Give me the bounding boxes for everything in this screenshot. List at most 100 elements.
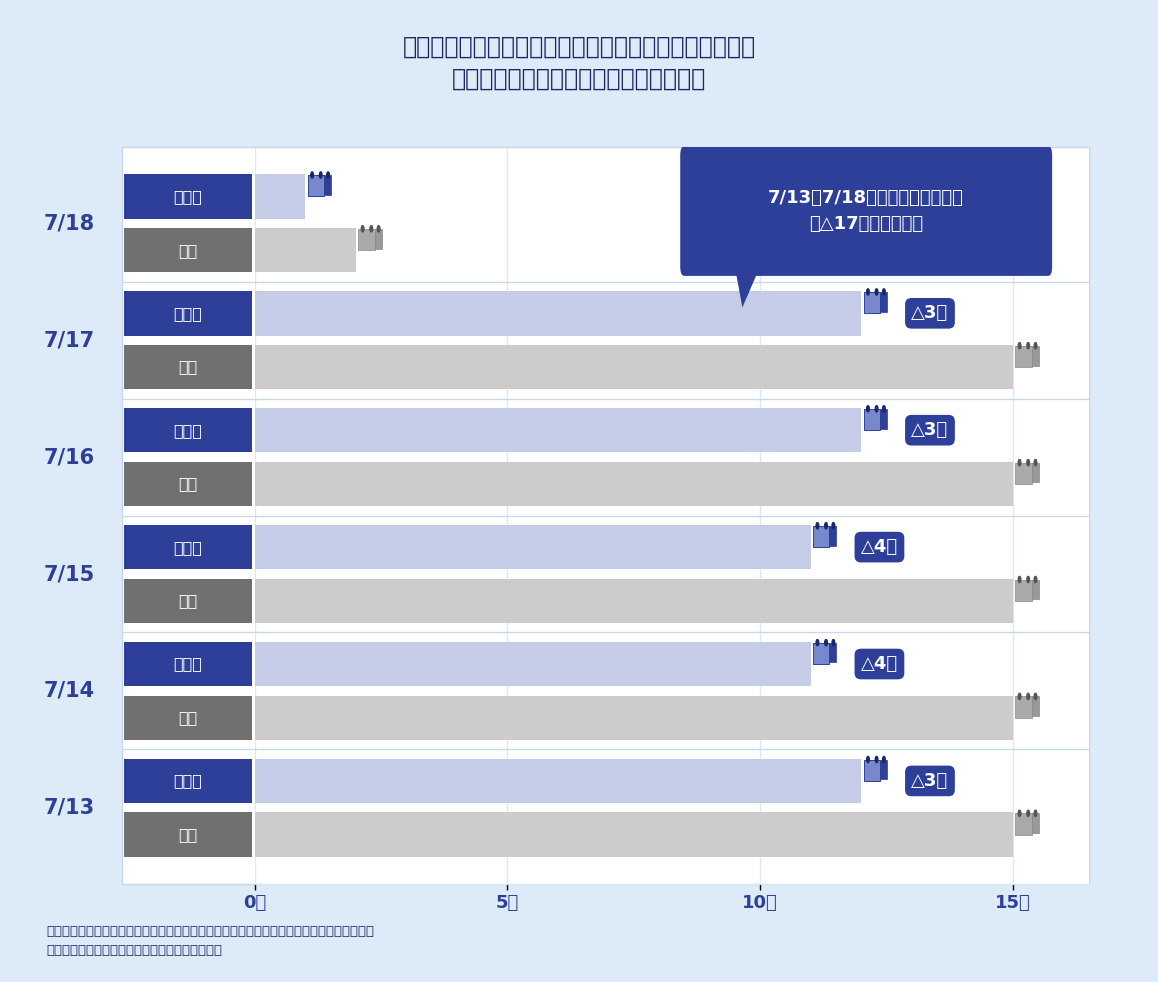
Bar xyxy=(1016,346,1032,367)
FancyBboxPatch shape xyxy=(124,291,252,336)
Circle shape xyxy=(1034,343,1036,349)
Bar xyxy=(1016,579,1032,601)
Circle shape xyxy=(361,226,364,232)
Circle shape xyxy=(1018,460,1021,465)
Circle shape xyxy=(866,406,870,411)
Text: 7/15: 7/15 xyxy=(44,564,95,584)
Circle shape xyxy=(1018,810,1021,816)
Bar xyxy=(880,759,887,780)
Bar xyxy=(358,229,375,250)
FancyBboxPatch shape xyxy=(124,642,252,686)
Bar xyxy=(880,409,887,428)
Bar xyxy=(813,642,829,664)
Bar xyxy=(324,175,331,194)
Circle shape xyxy=(833,522,835,529)
Circle shape xyxy=(378,226,380,232)
Text: △4台: △4台 xyxy=(860,538,897,556)
Text: 7/16: 7/16 xyxy=(44,447,95,467)
Circle shape xyxy=(875,289,878,295)
Bar xyxy=(1032,579,1039,599)
Bar xyxy=(864,409,880,430)
Circle shape xyxy=(824,522,828,529)
Text: 現状よりもトラックの台数削減が可能。: 現状よりもトラックの台数削減が可能。 xyxy=(452,67,706,90)
Circle shape xyxy=(310,172,314,178)
Text: 7/18: 7/18 xyxy=(44,213,95,234)
Bar xyxy=(255,174,306,219)
FancyBboxPatch shape xyxy=(124,408,252,453)
Circle shape xyxy=(875,406,878,411)
FancyBboxPatch shape xyxy=(124,228,252,272)
Text: 現状: 現状 xyxy=(178,243,198,257)
Text: 7/17: 7/17 xyxy=(44,330,95,351)
Text: 最適化: 最適化 xyxy=(174,774,203,789)
Circle shape xyxy=(882,756,885,763)
Circle shape xyxy=(1027,576,1029,582)
Text: 最適化: 最適化 xyxy=(174,540,203,555)
FancyBboxPatch shape xyxy=(124,525,252,570)
Bar xyxy=(255,462,1013,506)
Circle shape xyxy=(1027,810,1029,816)
Circle shape xyxy=(1034,810,1036,816)
FancyBboxPatch shape xyxy=(124,578,252,624)
Circle shape xyxy=(866,756,870,763)
Bar xyxy=(255,345,1013,389)
Circle shape xyxy=(833,639,835,646)
Bar xyxy=(1016,696,1032,718)
Circle shape xyxy=(816,639,819,646)
Bar xyxy=(255,812,1013,857)
Bar xyxy=(255,759,862,803)
Circle shape xyxy=(1034,460,1036,465)
Text: 最適化: 最適化 xyxy=(174,305,203,321)
Bar xyxy=(255,291,862,336)
Text: 最適化: 最適化 xyxy=(174,189,203,204)
FancyBboxPatch shape xyxy=(124,174,252,219)
Text: 7/14: 7/14 xyxy=(44,681,95,701)
Text: 配送先をキーに各ドライバーの乗務割りを作成すると、: 配送先をキーに各ドライバーの乗務割りを作成すると、 xyxy=(403,34,755,58)
Bar xyxy=(1016,463,1032,484)
Circle shape xyxy=(1018,693,1021,699)
FancyBboxPatch shape xyxy=(124,345,252,389)
FancyBboxPatch shape xyxy=(124,462,252,506)
Circle shape xyxy=(320,172,322,178)
Bar xyxy=(829,642,836,663)
Bar xyxy=(255,642,811,686)
Circle shape xyxy=(1018,343,1021,349)
Bar xyxy=(308,175,324,196)
Circle shape xyxy=(1027,343,1029,349)
Text: 7/13: 7/13 xyxy=(44,797,95,818)
Text: 最適化: 最適化 xyxy=(174,657,203,672)
Text: 7/13～7/18のサンプル抜出で、
延△17台／週の削減: 7/13～7/18のサンプル抜出で、 延△17台／週の削減 xyxy=(768,189,965,233)
Text: △3台: △3台 xyxy=(911,304,948,322)
Polygon shape xyxy=(735,266,760,307)
Text: △4台: △4台 xyxy=(860,655,897,673)
Circle shape xyxy=(816,522,819,529)
Circle shape xyxy=(866,289,870,295)
Circle shape xyxy=(1018,576,1021,582)
Bar xyxy=(255,228,356,272)
FancyBboxPatch shape xyxy=(680,146,1053,276)
Bar xyxy=(1032,813,1039,833)
Circle shape xyxy=(882,289,885,295)
Text: 最適化: 最適化 xyxy=(174,422,203,438)
Circle shape xyxy=(369,226,373,232)
Text: 前提３：台数が最小限で配送できるように試算。: 前提３：台数が最小限で配送できるように試算。 xyxy=(46,945,222,957)
Text: △3台: △3台 xyxy=(911,772,948,790)
Circle shape xyxy=(1034,693,1036,699)
Circle shape xyxy=(1027,693,1029,699)
FancyBboxPatch shape xyxy=(124,759,252,803)
Bar xyxy=(255,695,1013,740)
Bar xyxy=(1016,813,1032,835)
Circle shape xyxy=(1027,460,1029,465)
Bar xyxy=(255,578,1013,624)
Circle shape xyxy=(1034,576,1036,582)
Text: 現状: 現状 xyxy=(178,593,198,609)
Text: △3台: △3台 xyxy=(911,421,948,439)
Bar xyxy=(813,525,829,547)
Circle shape xyxy=(882,406,885,411)
Circle shape xyxy=(327,172,329,178)
Bar xyxy=(1032,696,1039,716)
Text: 現状: 現状 xyxy=(178,710,198,726)
Bar xyxy=(1032,463,1039,482)
Bar xyxy=(255,525,811,570)
FancyBboxPatch shape xyxy=(124,812,252,857)
